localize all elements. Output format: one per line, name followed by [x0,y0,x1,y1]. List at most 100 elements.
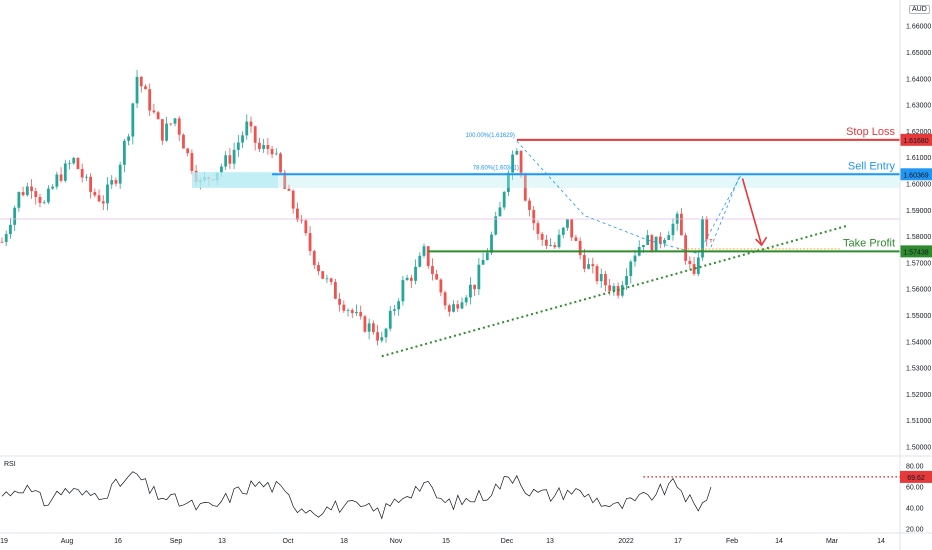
candle-body [338,298,341,305]
price-tick-label: 1.58000 [906,234,931,241]
candle-body [30,186,33,192]
candle-body [544,239,548,246]
time-axis: 19 Aug 16 Sep 13 Oct 18 Nov 15 Dec 13 2022 17 Feb 14 Ma… [0,532,932,545]
candle-body [300,219,304,221]
time-tick-label: 2022 [618,538,634,545]
price-tick-label: 1.64000 [906,76,931,83]
candle-body [604,274,607,286]
candle-body [658,236,662,244]
price-tag-take-profit [900,245,932,258]
candle-body [460,302,464,309]
time-tick-label: 18 [340,538,348,545]
candle-body [633,255,637,262]
candle-body [346,310,350,311]
candle-body [304,220,308,234]
candle-body [464,297,468,303]
candle-body [317,265,320,272]
price-tick-label: 1.51000 [906,418,931,425]
candle-body [498,207,502,217]
candle-body [405,277,409,281]
candle-body [397,301,401,310]
candle-body [236,142,240,150]
chart-annotations: Stop Loss 1.61680 Sell Entry 1.60369 Take Pr… [0,126,932,358]
candle-body [47,188,50,203]
fib-label-786: 78.60%(1.60341) [473,165,519,171]
price-tick-label: 1.53000 [906,366,931,373]
candle-body [359,312,363,317]
candle-body [549,245,552,246]
sell-arrow-line [741,178,763,246]
candle-body [38,196,42,203]
candle-body [55,174,59,187]
candle-body [270,148,274,155]
candle-body [325,278,329,280]
candle-body [321,271,325,279]
candle-body [388,310,392,329]
candle-body [97,195,101,202]
candle-body [127,136,130,141]
time-tick-label: 14 [775,538,783,545]
candle-body [595,266,599,282]
time-tick-label: Feb [726,538,738,545]
time-tick-label: 15 [442,538,450,545]
candle-body [709,239,713,241]
candle-body [608,285,612,291]
candle-body [156,112,160,120]
candle-body [118,164,122,184]
time-tick-label: Oct [283,538,294,545]
candle-body [570,219,574,238]
candle-body [393,309,396,311]
candle-body [671,223,675,236]
candle-body [654,236,658,251]
candle-body [0,241,4,243]
candle-body [574,237,578,241]
candle-body [279,153,282,173]
candle-body [139,76,143,87]
time-tick-label: 13 [546,538,554,545]
price-axis: 1.50000 1.51000 1.52000 1.53000 1.54000 1.550… [899,0,931,550]
candle-body [25,186,29,196]
candle-body [418,255,422,267]
candle-body [511,154,515,173]
time-tick-label: 16 [114,538,122,545]
price-tick-label: 1.63000 [906,103,931,110]
level-label-stop-loss: Stop Loss [846,126,895,138]
candle-body [502,191,506,208]
candle-body [106,184,109,204]
candle-body [220,166,223,173]
candle-body [680,213,683,236]
candle-body [705,218,709,240]
candle-body [165,123,168,141]
rsi-tick-label: 80.00 [906,464,924,471]
candle-body [452,304,455,312]
price-tick-label: 1.50000 [906,445,931,452]
candle-body [232,149,236,164]
candle-body [536,223,540,234]
candle-body [177,118,181,135]
candle-body [692,264,696,274]
rising-trendline [381,225,847,358]
candle-body [152,110,156,113]
price-tick-label: 1.62000 [906,129,931,136]
candle-body [494,216,498,235]
time-tick-label: 14 [877,538,885,545]
time-tick-label: Aug [61,538,74,545]
candle-body [63,163,67,181]
candle-body [591,264,595,267]
rsi-pane: RSI 80.00 60.00 40.00 20.00 69.62 [0,455,932,534]
price-tag-text: 1.61680 [903,138,928,145]
candle-body [148,89,152,111]
candle-body [642,245,645,248]
candle-body [384,328,388,338]
fibonacci-connector [516,140,741,255]
candle-body [85,176,88,178]
candle-body [249,121,253,127]
candle-body [515,151,519,155]
candle-body [144,86,147,90]
price-tick-label: 1.57000 [906,260,931,267]
price-tick-label: 1.59000 [906,208,931,215]
candle-body [89,176,93,192]
candle-body [76,157,80,170]
candlestick-series [0,69,713,346]
